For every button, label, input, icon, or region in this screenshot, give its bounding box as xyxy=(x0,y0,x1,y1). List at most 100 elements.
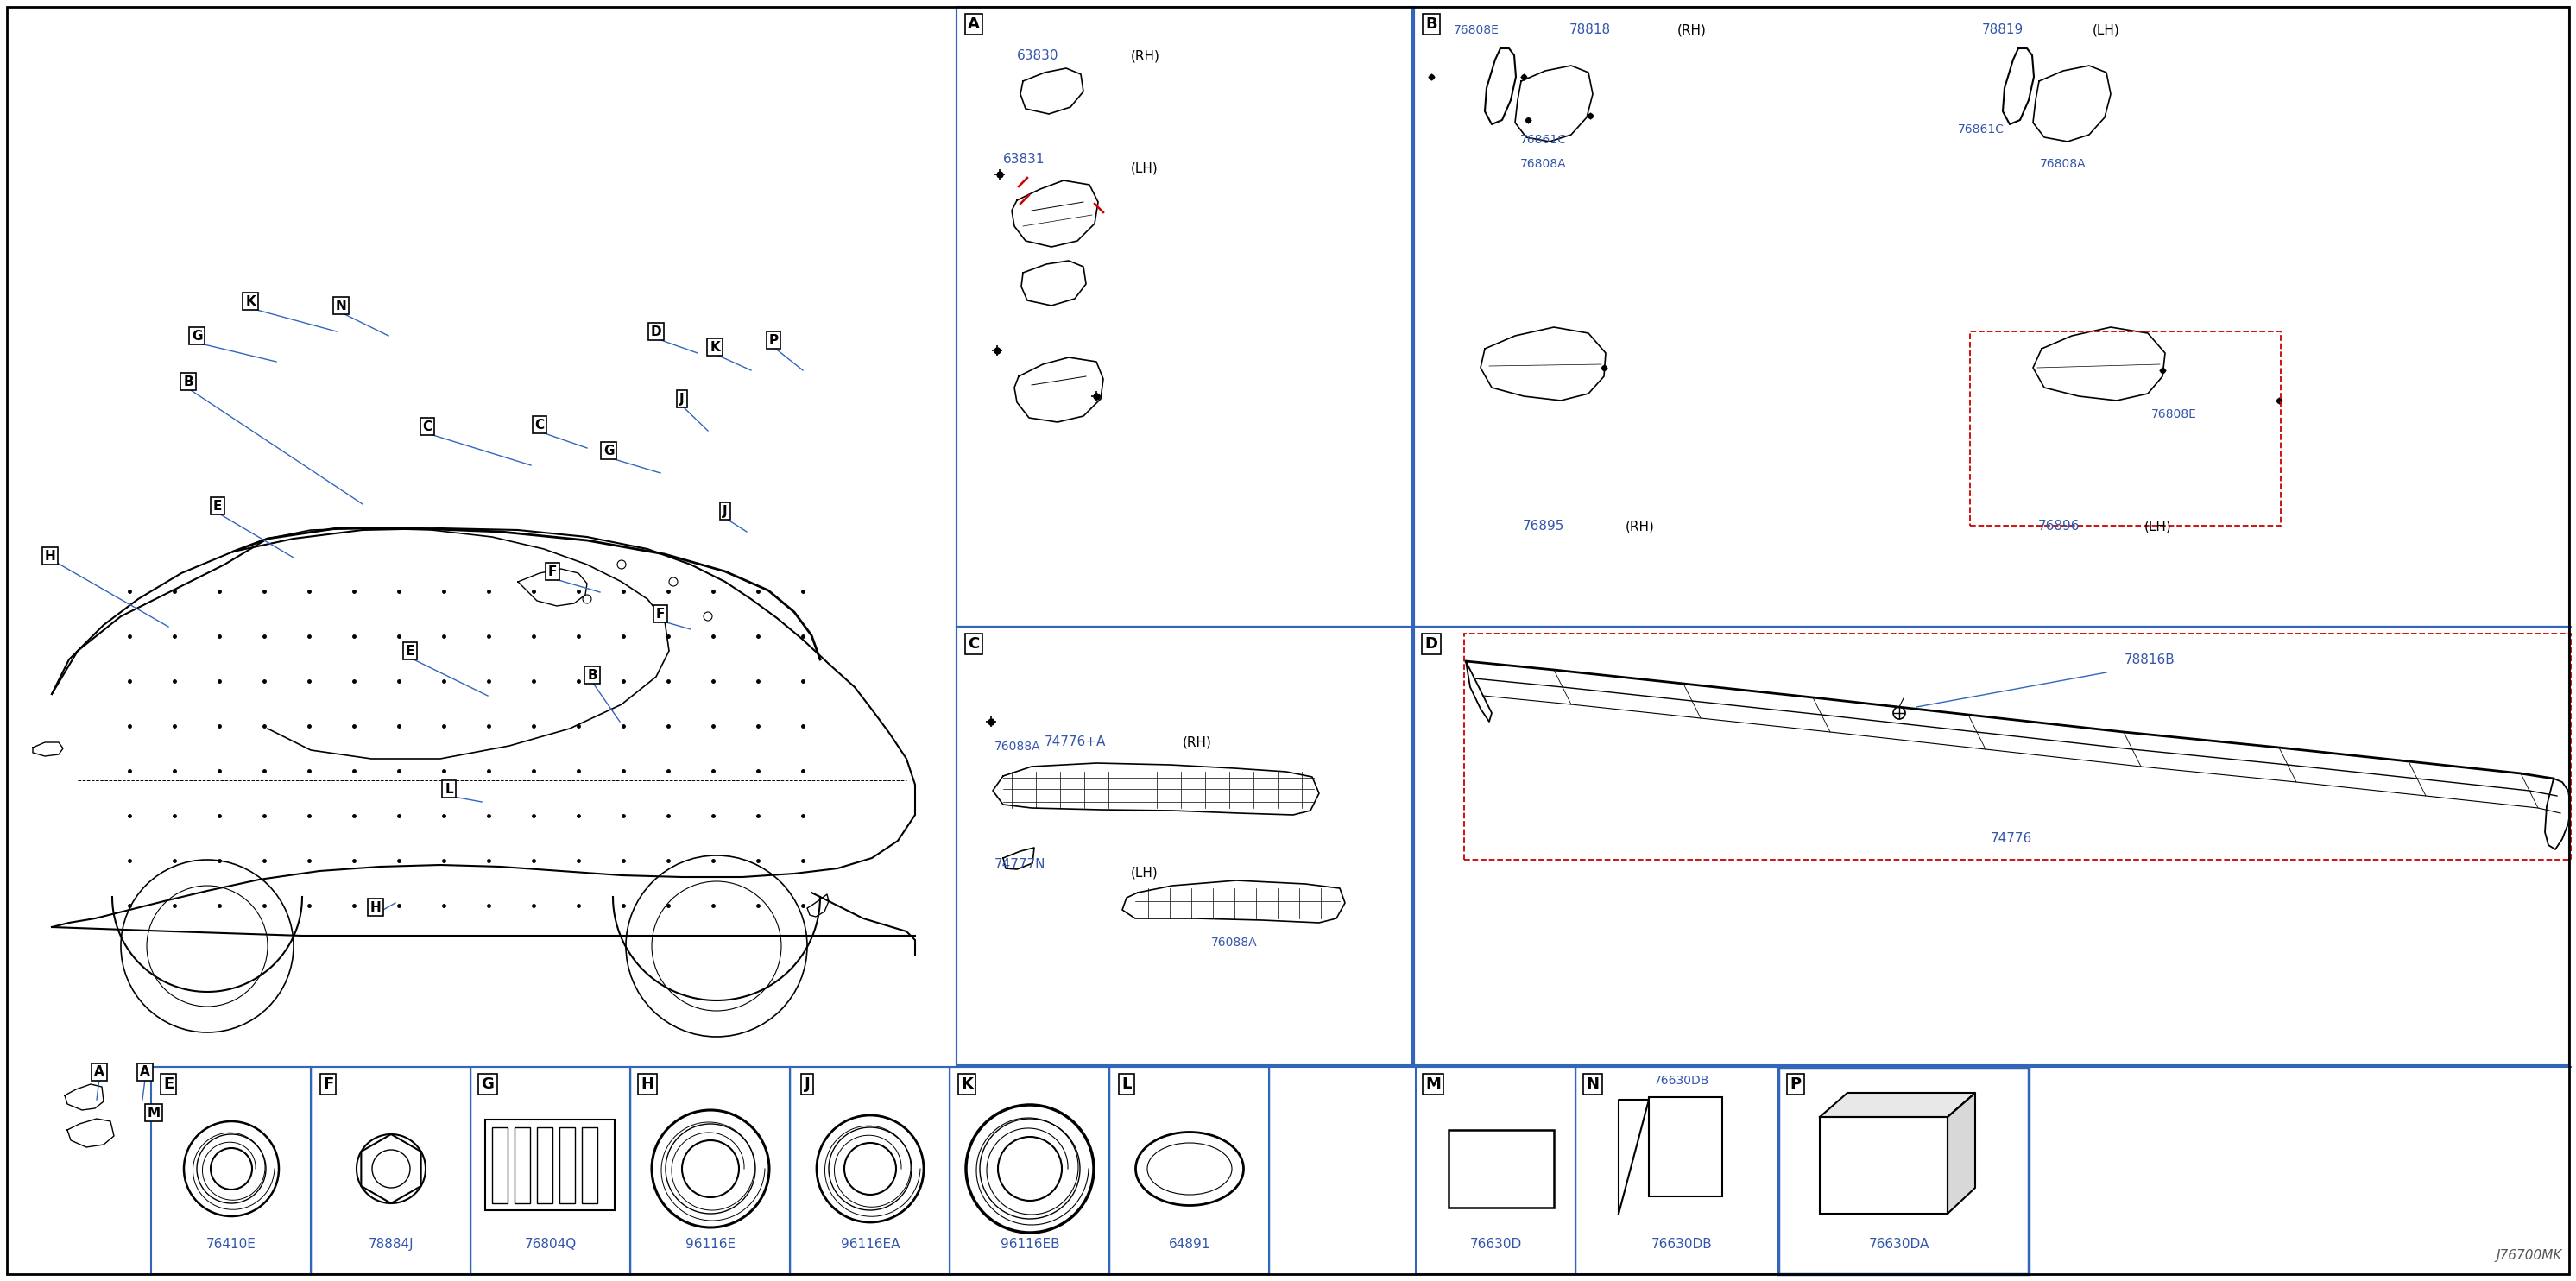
Text: (RH): (RH) xyxy=(1677,23,1708,36)
Bar xyxy=(951,1067,1110,1275)
Bar xyxy=(1414,6,2568,626)
Text: N: N xyxy=(335,298,348,313)
Text: M: M xyxy=(1425,1076,1440,1091)
Text: F: F xyxy=(549,565,556,578)
Text: G: G xyxy=(482,1076,495,1091)
Bar xyxy=(791,1067,951,1275)
Text: 78884J: 78884J xyxy=(368,1237,415,1250)
Text: 76808E: 76808E xyxy=(1453,24,1499,36)
Text: 96116EA: 96116EA xyxy=(840,1237,899,1250)
Text: (RH): (RH) xyxy=(1182,735,1211,748)
Text: A: A xyxy=(969,17,979,32)
Bar xyxy=(956,626,1412,1066)
Text: (RH): (RH) xyxy=(1131,49,1159,63)
Text: (LH): (LH) xyxy=(2092,23,2120,36)
Text: D: D xyxy=(1425,637,1437,652)
Text: 76808E: 76808E xyxy=(2151,409,2197,420)
Text: 78819: 78819 xyxy=(1981,23,2025,36)
Bar xyxy=(1463,634,2571,860)
Bar xyxy=(582,1127,598,1203)
Text: L: L xyxy=(446,783,453,796)
Text: 96116E: 96116E xyxy=(685,1237,737,1250)
Text: J76700MK: J76700MK xyxy=(2496,1249,2563,1262)
Bar xyxy=(515,1127,531,1203)
Text: H: H xyxy=(371,901,381,913)
Bar xyxy=(471,1067,631,1275)
Bar xyxy=(484,1120,616,1211)
Text: J: J xyxy=(680,392,685,405)
Polygon shape xyxy=(1819,1093,1976,1117)
Text: 76895: 76895 xyxy=(1522,520,1564,533)
Text: L: L xyxy=(1121,1076,1131,1091)
Text: A: A xyxy=(139,1066,149,1079)
Text: (RH): (RH) xyxy=(1625,520,1654,533)
Text: 74777N: 74777N xyxy=(994,858,1046,871)
Text: 63830: 63830 xyxy=(1018,49,1059,63)
Text: 76088A: 76088A xyxy=(1211,936,1257,949)
Text: 76896: 76896 xyxy=(2038,520,2079,533)
Text: G: G xyxy=(603,445,613,457)
Bar xyxy=(1819,1117,1947,1213)
Text: P: P xyxy=(768,333,778,347)
Bar xyxy=(1414,626,2568,1066)
Bar xyxy=(1448,1130,1553,1208)
Text: C: C xyxy=(536,418,544,432)
Text: N: N xyxy=(1587,1076,1600,1091)
Text: J: J xyxy=(804,1076,809,1091)
Text: H: H xyxy=(44,550,57,562)
Text: B: B xyxy=(587,669,598,681)
Text: 63831: 63831 xyxy=(1002,152,1046,165)
Bar xyxy=(559,1127,574,1203)
Text: J: J xyxy=(724,505,726,518)
Text: 74776+A: 74776+A xyxy=(1043,735,1105,748)
Text: G: G xyxy=(191,329,204,342)
Polygon shape xyxy=(2032,327,2164,401)
Text: 76808A: 76808A xyxy=(1520,158,1566,170)
Polygon shape xyxy=(2545,779,2571,849)
Text: (LH): (LH) xyxy=(2143,520,2172,533)
Text: C: C xyxy=(969,637,979,652)
Text: 76808A: 76808A xyxy=(2040,158,2087,170)
Bar xyxy=(1577,1067,1777,1275)
Text: 76804Q: 76804Q xyxy=(526,1237,577,1250)
Text: E: E xyxy=(214,500,222,512)
Polygon shape xyxy=(1947,1093,1976,1213)
Bar xyxy=(1110,1067,1270,1275)
Bar xyxy=(1777,1067,2030,1275)
Bar xyxy=(1649,1097,1723,1196)
Text: 76410E: 76410E xyxy=(206,1237,258,1250)
Text: B: B xyxy=(183,375,193,388)
Bar xyxy=(536,1127,551,1203)
Text: K: K xyxy=(961,1076,974,1091)
Text: 76861C: 76861C xyxy=(1520,133,1566,146)
Text: 96116EB: 96116EB xyxy=(999,1237,1059,1250)
Polygon shape xyxy=(1466,661,1492,721)
Polygon shape xyxy=(1515,65,1592,142)
Text: 78816B: 78816B xyxy=(2125,653,2174,666)
Text: P: P xyxy=(1790,1076,1801,1091)
Bar xyxy=(312,1067,471,1275)
Text: F: F xyxy=(322,1076,332,1091)
Text: 76630D: 76630D xyxy=(1471,1237,1522,1250)
Text: 76630DA: 76630DA xyxy=(1868,1237,1929,1250)
Text: 76861C: 76861C xyxy=(1958,123,2004,136)
Text: (LH): (LH) xyxy=(1131,161,1159,174)
Polygon shape xyxy=(1481,327,1605,401)
Text: 64891: 64891 xyxy=(1170,1237,1211,1250)
Bar xyxy=(956,6,1412,626)
Text: 76630DB: 76630DB xyxy=(1654,1075,1710,1086)
Bar xyxy=(152,1067,312,1275)
Text: H: H xyxy=(641,1076,654,1091)
Text: 78818: 78818 xyxy=(1569,23,1610,36)
Text: B: B xyxy=(1425,17,1437,32)
Polygon shape xyxy=(992,763,1319,815)
Polygon shape xyxy=(1123,880,1345,922)
Bar xyxy=(1417,1067,1577,1275)
Text: E: E xyxy=(404,644,415,657)
Text: K: K xyxy=(711,341,719,354)
Text: C: C xyxy=(422,420,433,433)
Bar xyxy=(492,1127,507,1203)
Text: 74776: 74776 xyxy=(1991,833,2032,845)
Text: E: E xyxy=(162,1076,173,1091)
Polygon shape xyxy=(1618,1099,1649,1213)
